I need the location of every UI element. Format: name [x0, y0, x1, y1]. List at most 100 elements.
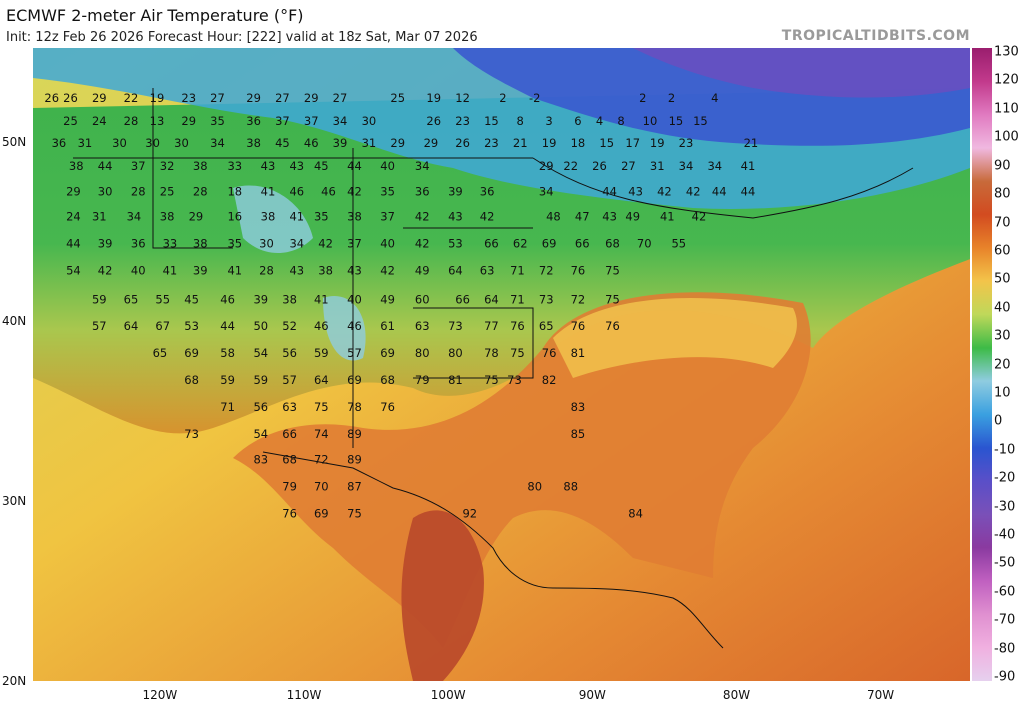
temp-label: 65 [124, 292, 139, 306]
temp-label: 15 [669, 114, 684, 128]
temp-label: 25 [160, 184, 175, 198]
temp-label: 75 [605, 292, 620, 306]
temp-label: 38 [347, 210, 362, 224]
latitude-label: 40N [2, 314, 27, 329]
temp-label: 23 [484, 136, 499, 150]
temp-label: 76 [571, 264, 586, 278]
temp-label: 72 [571, 292, 586, 306]
temp-label: 39 [448, 184, 463, 198]
temp-label: 31 [78, 136, 93, 150]
temp-label: 23 [679, 136, 694, 150]
temp-label: 63 [480, 264, 495, 278]
temp-label: 29 [189, 210, 204, 224]
temp-label: 65 [539, 319, 554, 333]
temp-label: 8 [517, 114, 524, 128]
temp-label: 46 [289, 184, 304, 198]
temp-label: 38 [193, 159, 208, 173]
temp-label: 19 [426, 91, 441, 105]
temp-label: 72 [314, 452, 329, 466]
temp-label: 68 [605, 237, 620, 251]
temp-label: 2 [668, 91, 675, 105]
temp-label: 80 [527, 479, 542, 493]
mild-field [553, 298, 797, 378]
temp-label: 71 [510, 264, 525, 278]
temp-label: 43 [347, 264, 362, 278]
temp-label: 37 [347, 237, 362, 251]
temp-label: 26 [63, 91, 78, 105]
temp-label: 41 [289, 210, 304, 224]
colorbar-tick-label: -90 [994, 669, 1016, 685]
temp-label: 76 [282, 506, 297, 520]
temp-label: 66 [455, 292, 470, 306]
colorbar-fill [972, 48, 992, 681]
temp-label: 81 [448, 373, 463, 387]
temp-label: 41 [314, 292, 329, 306]
temp-label: 42 [415, 210, 430, 224]
temp-label: 30 [362, 114, 377, 128]
temp-label: 59 [253, 373, 268, 387]
colorbar-tick-label: 10 [994, 385, 1011, 401]
temp-label: 45 [314, 159, 329, 173]
temp-label: 4 [596, 114, 603, 128]
temp-label: 64 [484, 292, 499, 306]
temp-label: 23 [181, 91, 196, 105]
temp-label: 42 [657, 184, 672, 198]
temp-label: 79 [415, 373, 430, 387]
temp-label: 15 [693, 114, 708, 128]
temp-label: 29 [304, 91, 319, 105]
temp-label: 2 [499, 91, 506, 105]
temp-label: 66 [575, 237, 590, 251]
temp-label: 47 [575, 210, 590, 224]
temp-label: 46 [321, 184, 336, 198]
temp-label: 54 [253, 346, 268, 360]
temperature-labels: 26 26 29 22 19 23 27 29 27 29 27 25 19 12 2 -2 2 2 425 24 28… [44, 91, 758, 520]
temp-label: 38 [318, 264, 333, 278]
temp-label: 73 [539, 292, 554, 306]
temp-label: 76 [542, 346, 557, 360]
temp-label: 59 [92, 292, 107, 306]
temp-label: 68 [282, 452, 297, 466]
temp-label: 34 [415, 159, 430, 173]
temp-label: 17 [625, 136, 640, 150]
temp-label: 29 [181, 114, 196, 128]
temp-label: 36 [480, 184, 495, 198]
temp-label: 35 [380, 184, 395, 198]
temp-label: 26 [426, 114, 441, 128]
temp-label: 4 [711, 91, 718, 105]
temp-label: 40 [380, 237, 395, 251]
temp-label: 63 [282, 400, 297, 414]
temp-label: 16 [227, 210, 242, 224]
temp-label: 35 [227, 237, 242, 251]
colorbar-tick-label: 50 [994, 271, 1011, 287]
temp-label: 34 [289, 237, 304, 251]
temp-label: 46 [347, 319, 362, 333]
temp-label: 23 [455, 114, 470, 128]
temp-label: 76 [510, 319, 525, 333]
temp-label: 42 [415, 237, 430, 251]
temp-label: 76 [380, 400, 395, 414]
temp-label: 42 [380, 264, 395, 278]
colorbar-tick-label: -50 [994, 555, 1016, 571]
temp-label: 68 [184, 373, 199, 387]
temp-label: 75 [605, 264, 620, 278]
temp-label: 28 [259, 264, 274, 278]
temp-label: 57 [92, 319, 107, 333]
temp-label: 89 [347, 427, 362, 441]
temp-label: 83 [253, 452, 268, 466]
temp-label: 67 [155, 319, 170, 333]
temp-label: 35 [210, 114, 225, 128]
temp-label: 82 [542, 373, 557, 387]
temp-label: 55 [671, 237, 686, 251]
colorbar-tick-label: -30 [994, 499, 1016, 514]
temp-label: 31 [362, 136, 377, 150]
colorbar-tick-label: 90 [994, 158, 1011, 174]
temp-label: 19 [150, 91, 165, 105]
warm-field [233, 292, 811, 648]
temp-label: 28 [124, 114, 139, 128]
temp-label: 36 [246, 114, 261, 128]
temp-label: 30 [174, 136, 189, 150]
temp-label: 85 [571, 427, 586, 441]
longitude-label: 120W [142, 688, 178, 702]
temp-label: 34 [210, 136, 225, 150]
temp-label: 46 [314, 319, 329, 333]
